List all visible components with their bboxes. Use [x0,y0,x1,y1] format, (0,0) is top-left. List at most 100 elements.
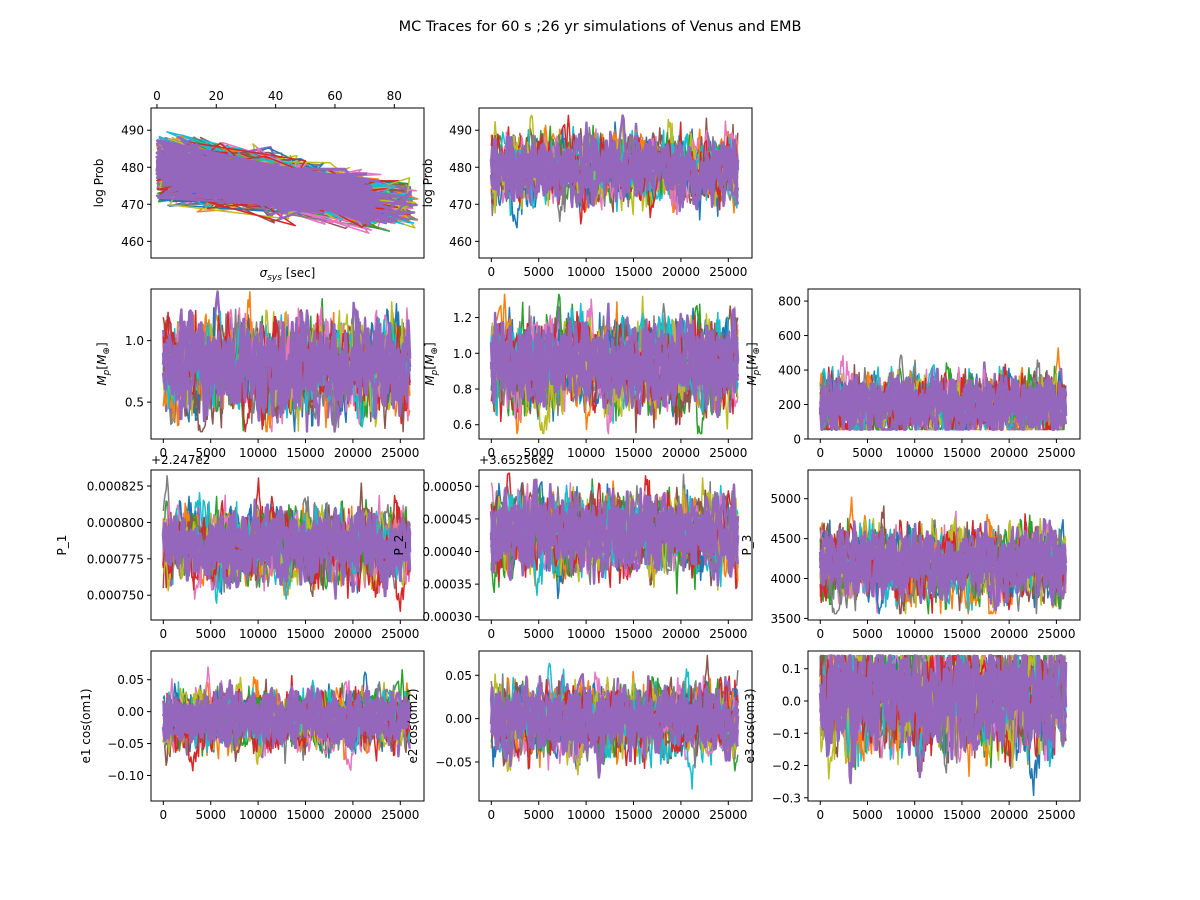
y-axis-label: e2 cos(om2) [406,688,420,763]
x-tick-label: 10000 [567,265,605,279]
x-tick-label: 0 [488,808,496,822]
x-tick-label: 5000 [523,808,554,822]
x-tick-label: 25000 [1037,808,1075,822]
x-tick-label: 20000 [662,808,700,822]
x-tick-label: 15000 [286,808,324,822]
x-tick-label: 15000 [943,627,981,641]
y-tick-label: 5000 [770,492,801,506]
x-tick-label: 20000 [990,627,1028,641]
x-tick-label: 15000 [286,627,324,641]
x-tick-label: 20000 [662,265,700,279]
axes-frame [150,288,425,440]
series-group [489,472,740,600]
axes-frame [150,650,425,802]
x-tick-label: 25000 [709,265,747,279]
series-line-band-2 [818,654,1068,747]
y-tick-label: 0.05 [445,669,472,683]
panel-trace-p1: 0 5000 10000 15000 20000 25000 0.000750 0.00077… [55,453,425,641]
y-axis-label: log Prob [92,159,106,208]
x-tick-label: 20000 [662,627,700,641]
y-tick-label: 0 [793,433,801,447]
figure-title: MC Traces for 60 s ;26 yr simulations of… [399,19,802,35]
y-tick-label: 0.1 [782,662,801,676]
x-tick-label: 5000 [523,627,554,641]
y-tick-label: 3500 [770,612,801,626]
x-tick-label: 5000 [195,627,226,641]
x-tick-label: 5000 [523,265,554,279]
axes-frame [807,288,1081,440]
x-tick-label: 20 [209,89,224,103]
x-tick-label: 25000 [381,627,419,641]
axes-frame [807,650,1081,802]
series-line-band-3 [818,520,1067,607]
x-tick-label: 0 [160,808,168,822]
y-tick-label: 0.00035 [422,578,472,592]
y-tick-label: 0.00050 [422,480,472,494]
x-tick-label: 40 [268,89,283,103]
series-line-band-3 [161,690,412,748]
axes-frame [478,107,753,259]
series-group [161,290,412,433]
x-tick-label: 20000 [334,446,372,460]
panel-trace-e2: 0 5000 10000 15000 20000 25000 −0.05 0.00 0.05 e2… [406,650,753,822]
x-tick-label: 10000 [896,446,934,460]
panel-trace-e1: 0 5000 10000 15000 20000 25000 −0.10 −0.05 0.00 0… [79,650,425,822]
x-tick-label: 15000 [614,627,652,641]
x-tick-label: 25000 [1037,627,1075,641]
series-group [489,654,740,790]
y-axis-label: P_3 [740,535,754,556]
x-tick-label: 25000 [709,446,747,460]
y-tick-label: 480 [121,161,144,175]
x-tick-label: 15000 [614,265,652,279]
series-group [489,293,740,435]
x-tick-label: 5000 [195,808,226,822]
x-tick-label: 5000 [195,446,226,460]
axes-frame [478,650,753,802]
series-group [818,347,1068,431]
panel-trace-mp3: 0 5000 10000 15000 20000 25000 0 200 400 600 800 Mp… [745,288,1081,460]
x-tick-label: 10000 [567,808,605,822]
x-tick-label: 15000 [614,808,652,822]
x-tick-label: 0 [488,265,496,279]
x-tick-label: 0 [488,446,496,460]
x-tick-label: 0 [160,446,168,460]
y-tick-label: 0.0 [782,695,801,709]
series-line-band-3 [818,654,1068,757]
panel-sigma-logprob: 0 20 40 60 80 460 470 480 490 log Prob σsys [sec] [92,89,425,283]
x-tick-label: 20000 [662,446,700,460]
series-group [818,654,1068,797]
x-tick-label: 5000 [523,446,554,460]
y-tick-label: 0.8 [453,383,472,397]
y-tick-label: 0.00 [117,705,144,719]
series-line-walker-19 [162,477,411,599]
axes-frame [150,469,425,621]
y-axis-label: Mp[M⊕] [95,342,112,385]
y-offset-text: +2.247e2 [151,453,210,467]
x-axis-label: σsys [sec] [260,266,316,283]
x-tick-label: 15000 [286,446,324,460]
x-tick-label: 10000 [239,627,277,641]
series-line-band-3 [155,148,380,226]
y-tick-label: 480 [449,161,472,175]
y-axis-label: P_1 [55,535,69,556]
y-tick-label: 470 [121,198,144,212]
series-line-band-3 [489,682,740,756]
y-tick-label: 600 [778,329,801,343]
x-tick-label: 20000 [990,446,1028,460]
series-line-band-3 [489,492,740,578]
x-tick-label: 10000 [239,446,277,460]
y-tick-label: 490 [121,124,144,138]
x-tick-label: 80 [387,89,402,103]
x-tick-label: 15000 [614,446,652,460]
y-tick-label: 4500 [770,532,801,546]
y-tick-label: −0.2 [772,759,801,773]
series-group [818,496,1068,615]
series-group [489,114,740,229]
y-tick-label: 1.2 [453,311,472,325]
x-tick-label: 0 [816,446,824,460]
y-tick-label: 0.00030 [422,610,472,624]
y-tick-label: 0.000825 [87,480,144,494]
y-tick-label: 0.00 [445,712,472,726]
